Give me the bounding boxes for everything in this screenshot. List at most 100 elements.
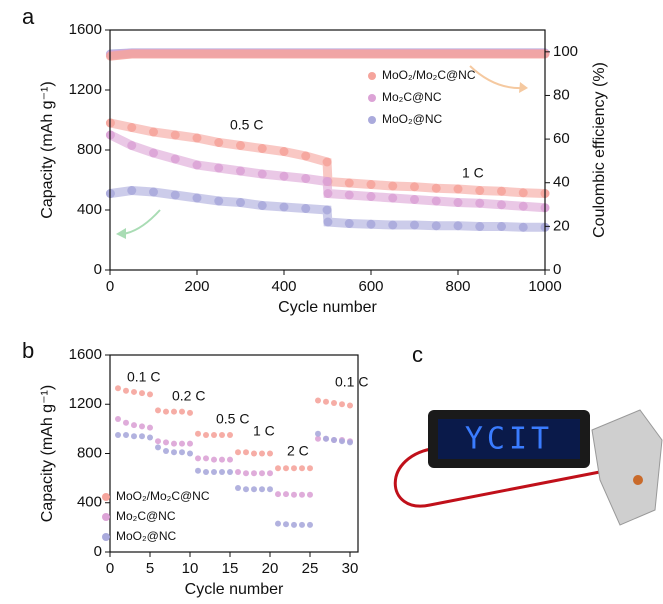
data-point [123, 432, 129, 439]
panel-label: b [22, 338, 34, 363]
data-point [497, 186, 506, 196]
arrow-head [519, 82, 528, 93]
data-point [214, 163, 224, 173]
annotation: 1 C [253, 423, 275, 439]
capacity-line [105, 130, 550, 213]
x-tick-label: 10 [182, 560, 199, 577]
data-point [388, 193, 398, 203]
clip-dot [633, 475, 643, 485]
data-point [283, 491, 289, 498]
data-point [211, 456, 217, 463]
data-point [123, 419, 129, 426]
x-tick-label: 30 [342, 560, 359, 577]
data-point [344, 178, 354, 188]
data-point [315, 430, 321, 437]
data-point [307, 465, 313, 472]
data-point [115, 416, 121, 423]
data-point [259, 470, 265, 477]
data-point [301, 174, 311, 183]
data-point [344, 190, 354, 200]
data-point [251, 450, 257, 457]
data-point [279, 171, 289, 181]
data-point [275, 465, 281, 472]
data-point [236, 166, 245, 176]
x-tick-label: 20 [262, 560, 279, 577]
panel-label: a [22, 4, 35, 29]
data-point [323, 217, 333, 227]
y-axis-title: Capacity (mAh g⁻¹) [39, 81, 56, 218]
data-point [163, 408, 169, 415]
data-point [235, 484, 241, 491]
legend-swatch [102, 513, 110, 521]
data-point [518, 188, 528, 198]
data-point [171, 449, 177, 456]
data-point [275, 491, 281, 498]
data-point [323, 189, 333, 198]
data-point [257, 201, 267, 210]
x-tick-label: 5 [146, 560, 154, 577]
data-point [203, 432, 209, 439]
data-point [235, 449, 241, 456]
data-point [227, 456, 233, 463]
data-point [279, 147, 289, 156]
data-point [299, 491, 305, 498]
y-tick-label: 1600 [69, 21, 102, 38]
led-text: YCIT [465, 422, 553, 457]
legend-swatch [102, 493, 110, 501]
annotation: 2 C [287, 443, 309, 459]
x-tick-label: 600 [358, 278, 383, 295]
x-tick-label: 15 [222, 560, 239, 577]
data-point [331, 400, 337, 407]
y-tick-label: 400 [77, 201, 102, 218]
data-point [251, 470, 257, 477]
data-point [431, 183, 441, 193]
data-point [131, 388, 137, 395]
y-tick-label: 1600 [69, 346, 102, 363]
annotation: 0.1 C [127, 369, 160, 385]
y2-tick-label: 100 [553, 43, 578, 60]
data-point [453, 198, 463, 207]
y2-tick-label: 40 [553, 174, 570, 191]
legend-swatch [368, 116, 376, 124]
y-tick-label: 800 [77, 141, 102, 158]
data-point [170, 190, 180, 200]
data-point [227, 432, 233, 439]
data-point [192, 193, 202, 203]
annotation: 0.5 C [230, 117, 263, 133]
data-point [187, 409, 193, 416]
legend-label: Mo₂C@NC [382, 90, 442, 104]
x-axis-title: Cycle number [185, 581, 284, 598]
x-tick-label: 200 [184, 278, 209, 295]
data-point [203, 468, 209, 475]
clip [591, 409, 663, 526]
data-point [179, 449, 185, 456]
data-point [155, 444, 161, 451]
data-point [267, 486, 273, 493]
data-point [139, 423, 145, 430]
data-point [518, 201, 528, 211]
data-point [219, 456, 225, 463]
data-point [322, 177, 332, 186]
data-point [453, 184, 463, 194]
data-point [301, 151, 311, 161]
data-point [131, 433, 137, 440]
data-point [366, 192, 376, 201]
arrow [121, 209, 161, 235]
annotation: 0.1 C [335, 374, 368, 390]
data-point [171, 440, 177, 447]
data-point [211, 432, 217, 439]
x-axis-title: Cycle number [278, 299, 377, 316]
legend-swatch [102, 533, 110, 541]
data-point [388, 220, 398, 230]
led-panel [438, 419, 580, 459]
y2-tick-label: 80 [553, 86, 570, 103]
x-tick-label: 0 [106, 278, 114, 295]
data-point [155, 438, 161, 445]
data-point [243, 449, 249, 456]
data-point [192, 133, 202, 143]
panel-label: c [412, 342, 423, 367]
data-point [279, 202, 289, 212]
data-point [388, 181, 398, 191]
data-point [475, 186, 485, 195]
